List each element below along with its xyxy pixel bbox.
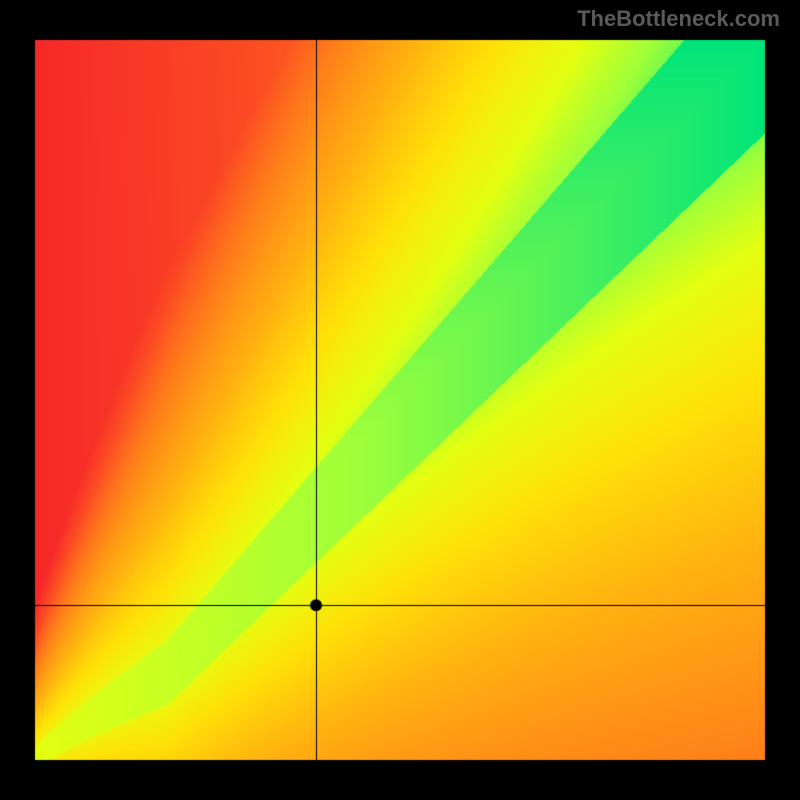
chart-container: TheBottleneck.com	[0, 0, 800, 800]
watermark-text: TheBottleneck.com	[577, 6, 780, 32]
heatmap-canvas	[0, 0, 800, 800]
